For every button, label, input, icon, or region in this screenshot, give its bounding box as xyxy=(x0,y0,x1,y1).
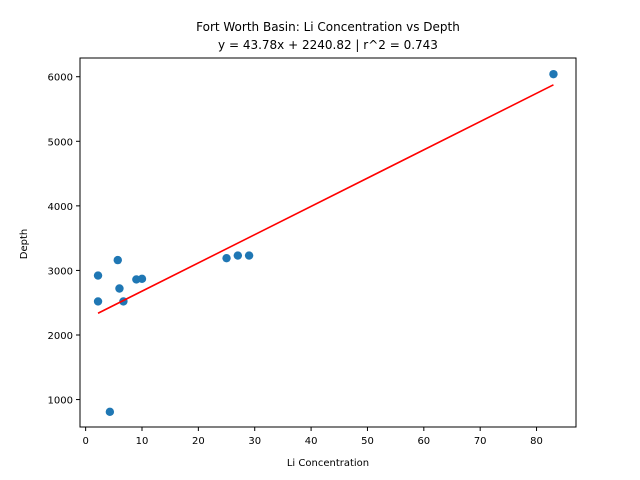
data-point xyxy=(93,271,103,280)
chart-title: Fort Worth Basin: Li Concentration vs De… xyxy=(196,20,460,34)
x-tick-label: 20 xyxy=(192,436,205,447)
data-point xyxy=(105,407,115,417)
x-axis-label: Li Concentration xyxy=(287,458,369,469)
data-point xyxy=(137,274,147,284)
y-tick-label: 4000 xyxy=(48,202,73,213)
y-tick-label: 1000 xyxy=(48,396,73,407)
x-tick-label: 40 xyxy=(305,436,318,447)
data-point xyxy=(233,251,243,260)
data-point xyxy=(549,69,558,79)
x-tick-label: 70 xyxy=(474,436,487,447)
x-axis: 0 10 20 30 40 50 60 70 80 xyxy=(82,427,543,447)
x-tick-label: 10 xyxy=(136,436,149,447)
y-axis: 1000 2000 3000 4000 5000 6000 xyxy=(48,73,80,407)
regression-line xyxy=(97,84,554,314)
x-tick-label: 50 xyxy=(361,436,374,447)
y-tick-label: 5000 xyxy=(48,137,73,148)
x-tick-label: 30 xyxy=(248,436,261,447)
x-tick-label: 80 xyxy=(530,436,543,447)
y-tick-label: 3000 xyxy=(48,266,73,277)
plot-area xyxy=(93,69,558,417)
data-point xyxy=(222,253,231,263)
chart-subtitle: y = 43.78x + 2240.82 | r^2 = 0.743 xyxy=(218,38,438,52)
data-point xyxy=(115,284,124,293)
data-point xyxy=(113,255,122,265)
x-tick-label: 60 xyxy=(417,436,430,447)
y-tick-label: 6000 xyxy=(48,73,73,84)
y-axis-label: Depth xyxy=(19,229,30,259)
y-tick-label: 2000 xyxy=(48,331,73,342)
x-tick-label: 0 xyxy=(82,436,88,447)
plot-frame xyxy=(79,57,577,428)
data-point xyxy=(244,251,254,260)
data-point xyxy=(93,297,103,306)
